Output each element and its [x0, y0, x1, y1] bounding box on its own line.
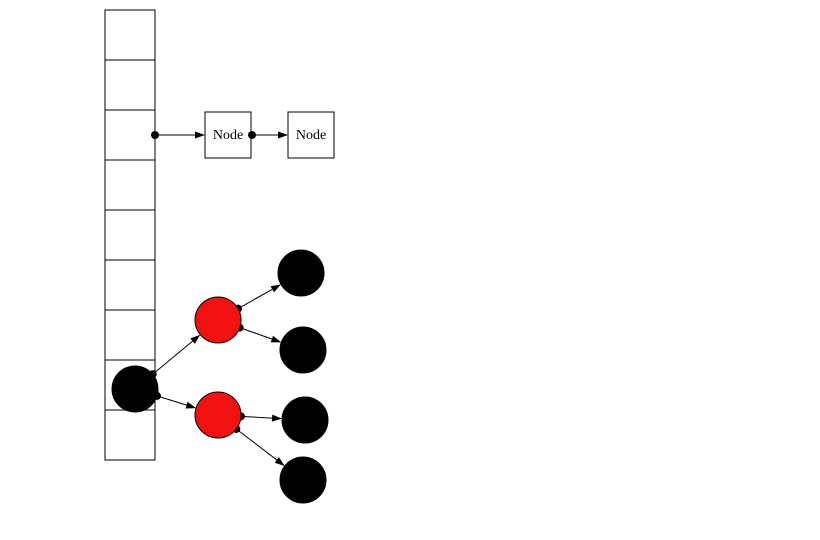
array-cell	[105, 110, 155, 160]
tree-node	[112, 366, 158, 412]
tree-node	[195, 392, 241, 438]
linked-list-node-label: Node	[213, 128, 243, 143]
linked-list: Node Node	[151, 112, 334, 158]
tree-node	[282, 397, 328, 443]
array-cell	[105, 160, 155, 210]
array-cell	[105, 210, 155, 260]
array-cell	[105, 260, 155, 310]
array-cell	[105, 310, 155, 360]
tree-node	[280, 457, 326, 503]
array-cell	[105, 410, 155, 460]
tree-node	[195, 297, 241, 343]
diagram-canvas: Node Node	[0, 0, 820, 540]
linked-list-node-label: Node	[296, 128, 326, 143]
tree-node	[280, 327, 326, 373]
tree-node	[278, 250, 324, 296]
array-cell	[105, 10, 155, 60]
array-cell	[105, 60, 155, 110]
